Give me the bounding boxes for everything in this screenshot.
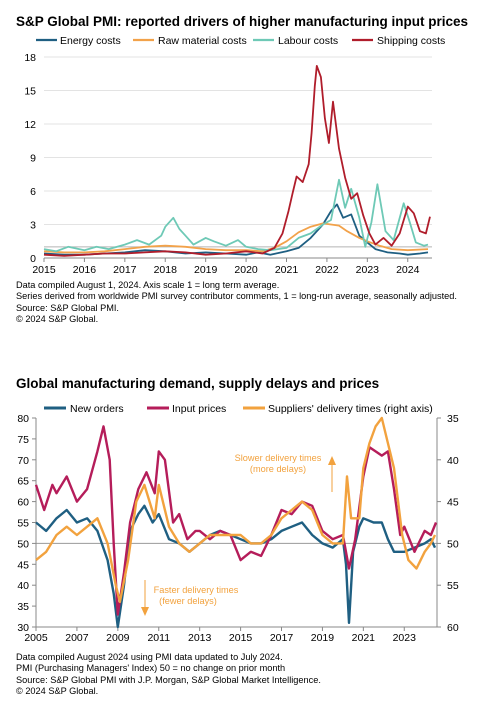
chart2-y-tick-label: 40 — [17, 580, 29, 592]
legend-input-prices-label: Input prices — [172, 403, 226, 415]
legend-shipping-label: Shipping costs — [377, 35, 445, 47]
chart1-note-1: Data compiled August 1, 2024. Axis scale… — [16, 280, 280, 290]
chart2-y-tick-label: 70 — [17, 455, 29, 467]
chart2-svg: New orders Input prices Suppliers' deliv… — [17, 403, 459, 644]
chart1-legend: Energy costs Raw material costs Labour c… — [36, 35, 445, 47]
chart1-y-tick-label: 6 — [30, 186, 36, 198]
chart2-y2-tick-label: 55 — [447, 580, 459, 592]
chart2-notes: Data compiled August 2024 using PMI data… — [16, 652, 321, 698]
chart2-x-tick-label: 2023 — [393, 632, 417, 644]
chart1-y-tick-label: 12 — [24, 119, 36, 131]
legend-energy-label: Energy costs — [60, 35, 121, 47]
chart1-y-tick-label: 9 — [30, 153, 36, 165]
legend-new-orders-label: New orders — [70, 403, 124, 415]
chart2-x-tick-label: 2015 — [229, 632, 253, 644]
chart2-note-4: © 2024 S&P Global. — [16, 686, 99, 697]
chart1-x-tick-label: 2022 — [315, 264, 339, 276]
chart1-notes: Data compiled August 1, 2024. Axis scale… — [16, 280, 457, 326]
chart1-y-tick-label: 15 — [24, 86, 36, 98]
chart2-x-tick-label: 2009 — [106, 632, 130, 644]
chart2-y-tick-label: 35 — [17, 601, 29, 613]
chart1-y-tick-label: 3 — [30, 220, 36, 232]
chart2-y2-tick-label: 45 — [447, 497, 459, 509]
chart1-title: S&P Global PMI: reported drivers of high… — [16, 14, 469, 29]
annotation-faster-arrowhead — [141, 607, 149, 616]
chart2-x-tick-label: 2007 — [65, 632, 89, 644]
chart2-y-tick-label: 50 — [17, 538, 29, 550]
chart2-note-3: Source: S&P Global PMI with J.P. Morgan,… — [16, 674, 321, 685]
series-labour-costs-line — [43, 178, 429, 253]
chart1-x-tick-label: 2020 — [234, 264, 258, 276]
chart2-y-tick-label: 55 — [17, 518, 29, 530]
chart2-x-tick-label: 2021 — [352, 632, 376, 644]
chart1-note-2: Series derived from worldwide PMI survey… — [16, 291, 457, 302]
chart2-note-2: PMI (Purchasing Managers' Index) 50 = no… — [16, 663, 286, 674]
annotation-faster-line1: Faster delivery times — [154, 585, 239, 595]
annotation-slower-line1: Slower delivery times — [235, 453, 322, 463]
chart2-y2-tick-label: 60 — [447, 622, 459, 634]
chart1-note-4: © 2024 S&P Global. — [16, 314, 99, 325]
chart2-y-tick-label: 80 — [17, 413, 29, 425]
chart2-y-tick-label: 65 — [17, 476, 29, 488]
chart1-x-tick-label: 2016 — [73, 264, 97, 276]
legend-raw-label: Raw material costs — [158, 35, 247, 47]
chart2-title: Global manufacturing demand, supply dela… — [16, 376, 380, 391]
chart1-x-tick-label: 2015 — [32, 264, 56, 276]
chart2-x-tick-label: 2019 — [311, 632, 335, 644]
chart2-y-tick-label: 45 — [17, 559, 29, 571]
chart2-y2-tick-label: 35 — [447, 413, 459, 425]
chart2-x-tick-label: 2013 — [188, 632, 212, 644]
series-suppliers-delivery-times-right-axis-line — [35, 416, 437, 604]
chart2-y-tick-label: 75 — [17, 434, 29, 446]
chart1-note-3: Source: S&P Global PMI. — [16, 302, 119, 313]
annotation-slower-arrowhead — [328, 456, 336, 465]
chart2-y2-tick-label: 50 — [447, 538, 459, 550]
series-new-orders-line — [35, 504, 437, 629]
chart2-x-tick-label: 2017 — [270, 632, 294, 644]
chart1-y-tick-label: 18 — [24, 52, 36, 64]
chart2-x-tick-label: 2011 — [147, 632, 170, 644]
series-energy-costs-line — [43, 203, 429, 256]
chart2-annotations: Slower delivery times (more delays) Fast… — [141, 453, 336, 616]
series-input-prices-line — [34, 425, 438, 616]
chart1-x-tick-label: 2023 — [356, 264, 380, 276]
chart1-x-tick-label: 2018 — [154, 264, 178, 276]
series-shipping-costs-line — [43, 65, 431, 257]
chart1-x-tick-label: 2024 — [396, 264, 420, 276]
chart2-y2-tick-label: 40 — [447, 455, 459, 467]
chart1-x-tick-label: 2019 — [194, 264, 218, 276]
legend-delivery-label: Suppliers' delivery times (right axis) — [268, 403, 433, 415]
chart2-y-tick-label: 60 — [17, 497, 29, 509]
chart2-x-tick-label: 2005 — [24, 632, 48, 644]
chart1-x-tick-label: 2017 — [113, 264, 137, 276]
chart2-note-1: Data compiled August 2024 using PMI data… — [16, 652, 283, 662]
chart1-x-tick-label: 2021 — [275, 264, 299, 276]
chart2-legend: New orders Input prices Suppliers' deliv… — [44, 403, 433, 415]
chart1-svg: Energy costs Raw material costs Labour c… — [24, 35, 445, 276]
annotation-faster-line2: (fewer delays) — [159, 596, 217, 606]
annotation-slower-line2: (more delays) — [250, 464, 306, 474]
chart1-y-tick-label: 0 — [30, 253, 36, 265]
legend-labour-label: Labour costs — [278, 35, 338, 47]
chart2-y-tick-label: 30 — [17, 622, 29, 634]
